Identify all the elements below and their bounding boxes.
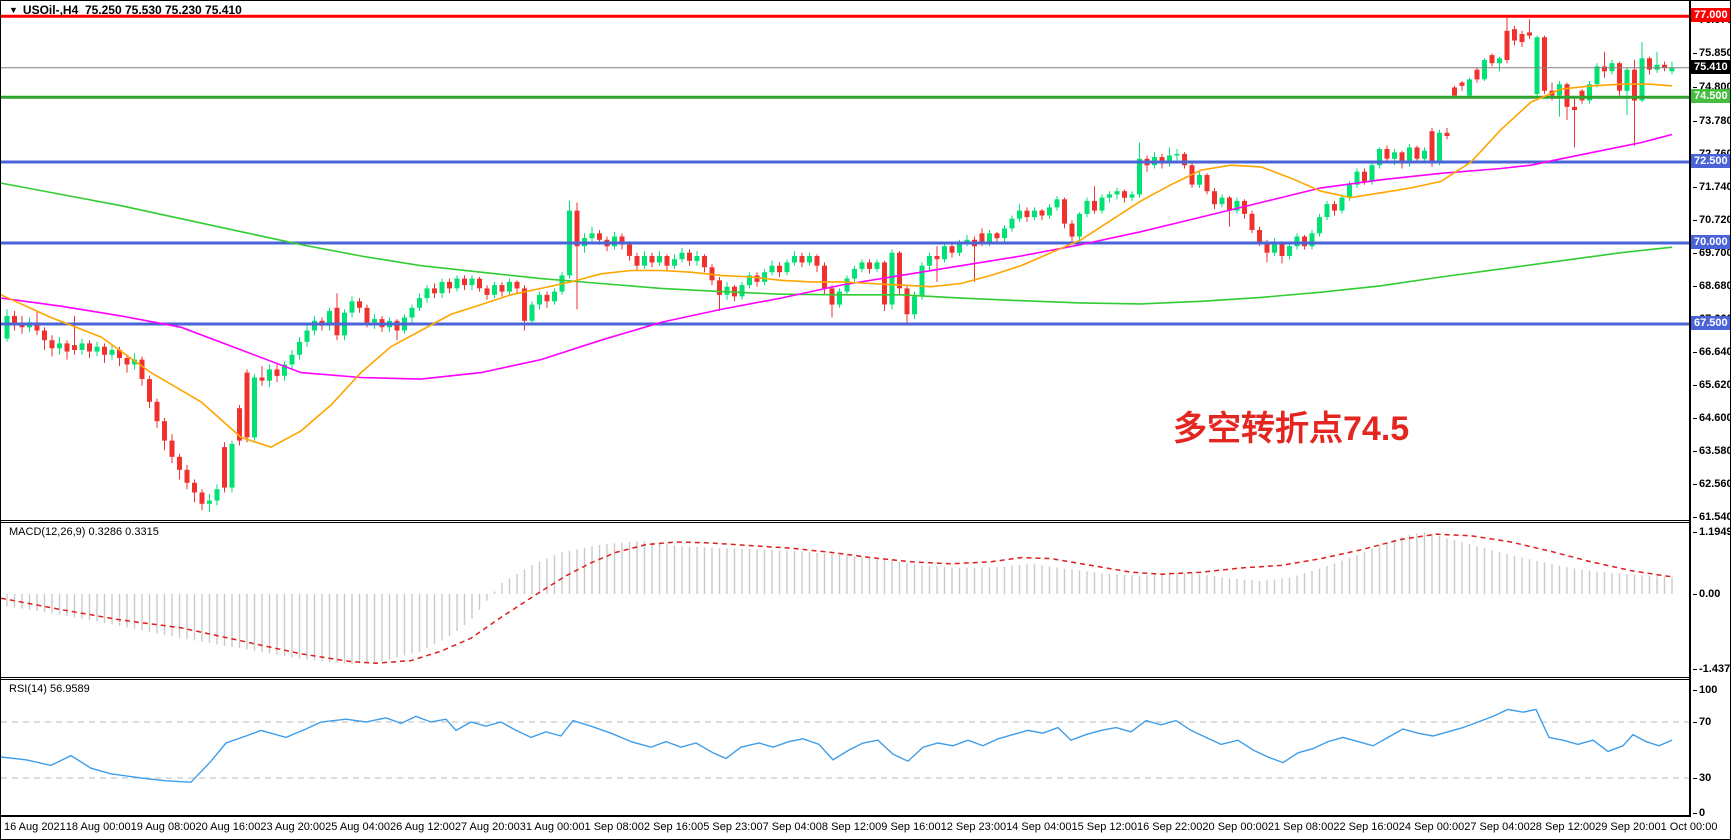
axis-tick-label: -1.4374 xyxy=(1693,663,1730,675)
current-price-badge: 75.410 xyxy=(1691,60,1730,74)
time-axis-label: 15 Sep 12:00 xyxy=(1071,821,1137,833)
time-axis-label: 1 Oct 00:00 xyxy=(1660,821,1718,833)
time-axis-label: 24 Sep 00:00 xyxy=(1398,821,1465,833)
ma-slow-line xyxy=(1,182,1673,305)
macd-chart-canvas[interactable] xyxy=(1,523,1689,677)
rsi-indicator-panel[interactable]: RSI(14) 56.9589 xyxy=(1,680,1689,815)
time-axis-label: 19 Aug 08:00 xyxy=(130,821,196,833)
symbol-period-label: USOil-,H4 xyxy=(22,3,79,17)
axis-tick-label: 61.540 xyxy=(1693,511,1730,523)
rsi-line xyxy=(1,708,1673,783)
time-axis-label: 20 Sep 00:00 xyxy=(1202,821,1268,833)
chart-title: ▼ USOil-,H4 75.250 75.530 75.230 75.410 xyxy=(9,3,242,17)
symbol-dropdown-icon[interactable]: ▼ xyxy=(9,5,18,15)
candlestick-chart-canvas[interactable] xyxy=(1,1,1689,520)
price-axis-border xyxy=(1689,1,1691,815)
macd-signal-line xyxy=(1,533,1673,664)
macd-histogram-layer xyxy=(6,532,1673,665)
time-axis[interactable]: 16 Aug 2021 18 Aug 00:00 19 Aug 08:00 20 Au… xyxy=(1,819,1717,839)
time-axis-label: 31 Aug 00:00 xyxy=(519,821,585,833)
price-axis[interactable]: 76.87075.85074.80073.78072.76071.74070.7… xyxy=(1691,1,1730,819)
time-axis-label: 21 Sep 08:00 xyxy=(1267,821,1334,833)
panel-separator[interactable] xyxy=(1,677,1689,680)
time-axis-border xyxy=(1,815,1691,817)
macd-indicator-panel[interactable]: MACD(12,26,9) 0.3286 0.3315 xyxy=(1,523,1689,677)
time-axis-label: 23 Aug 20:00 xyxy=(260,821,326,833)
axis-tick-label: 71.740 xyxy=(1693,181,1730,193)
axis-tick-label: 0 xyxy=(1693,807,1705,819)
axis-tick-label: 30 xyxy=(1693,772,1711,784)
price-level-badge: 70.000 xyxy=(1691,235,1730,249)
rsi-chart-canvas[interactable] xyxy=(1,680,1689,815)
axis-tick-label: 68.680 xyxy=(1693,280,1730,292)
chart-text-annotation: 多空转折点74.5 xyxy=(1173,410,1410,448)
time-axis-label: 2 Sep 16:00 xyxy=(643,821,704,833)
time-axis-label: 14 Sep 04:00 xyxy=(1006,821,1072,833)
time-axis-label: 27 Aug 20:00 xyxy=(454,821,520,833)
axis-tick-label: 63.580 xyxy=(1693,445,1730,457)
time-axis-label: 28 Sep 12:00 xyxy=(1529,821,1596,833)
rsi-label: RSI(14) 56.9589 xyxy=(9,683,90,695)
panel-separator[interactable] xyxy=(1,520,1689,523)
axis-tick-label: 75.850 xyxy=(1693,47,1730,59)
time-axis-label: 26 Aug 12:00 xyxy=(390,821,455,833)
axis-tick-label: 66.640 xyxy=(1693,346,1730,358)
time-axis-label: 1 Sep 08:00 xyxy=(584,821,644,833)
axis-tick-label: 100 xyxy=(1693,684,1717,696)
ma-mid-line xyxy=(1,133,1673,380)
price-chart-panel[interactable]: 多空转折点74.5 xyxy=(1,1,1689,520)
time-axis-label: 29 Sep 20:00 xyxy=(1595,821,1661,833)
time-axis-label: 8 Sep 12:00 xyxy=(821,821,882,833)
time-axis-label: 18 Aug 00:00 xyxy=(65,821,131,833)
candles-layer xyxy=(4,17,1675,512)
axis-tick-label: 65.620 xyxy=(1693,379,1730,391)
axis-tick-label: 62.560 xyxy=(1693,478,1730,490)
axis-tick-label: 70.720 xyxy=(1693,214,1730,226)
time-axis-label: 16 Sep 22:00 xyxy=(1136,821,1203,833)
axis-tick-label: 70 xyxy=(1693,716,1711,728)
time-axis-label: 7 Sep 04:00 xyxy=(762,821,822,833)
time-axis-label: 5 Sep 23:00 xyxy=(703,821,763,833)
time-axis-label: 25 Aug 04:00 xyxy=(325,821,391,833)
time-axis-label: 12 Sep 23:00 xyxy=(940,821,1007,833)
price-level-badge: 74.500 xyxy=(1691,89,1730,103)
time-axis-label: 27 Sep 04:00 xyxy=(1464,821,1530,833)
axis-tick-label: 1.1949 xyxy=(1693,526,1730,538)
axis-tick-label: 69.700 xyxy=(1693,247,1730,259)
time-axis-label: 9 Sep 16:00 xyxy=(881,821,941,833)
axis-tick-label: 73.780 xyxy=(1693,115,1730,127)
ohlc-values: 75.250 75.530 75.230 75.410 xyxy=(84,3,242,17)
macd-label: MACD(12,26,9) 0.3286 0.3315 xyxy=(9,526,159,538)
price-level-badge: 72.500 xyxy=(1691,154,1730,168)
time-axis-label: 20 Aug 16:00 xyxy=(195,821,261,833)
axis-tick-label: 64.600 xyxy=(1693,412,1730,424)
ma-fast-line xyxy=(1,83,1673,448)
time-axis-label: 16 Aug 2021 xyxy=(4,821,66,833)
price-level-badge: 67.500 xyxy=(1691,316,1730,330)
axis-tick-label: 0.00 xyxy=(1693,588,1720,600)
time-axis-label: 22 Sep 16:00 xyxy=(1333,821,1399,833)
price-level-badge: 77.000 xyxy=(1691,8,1730,22)
